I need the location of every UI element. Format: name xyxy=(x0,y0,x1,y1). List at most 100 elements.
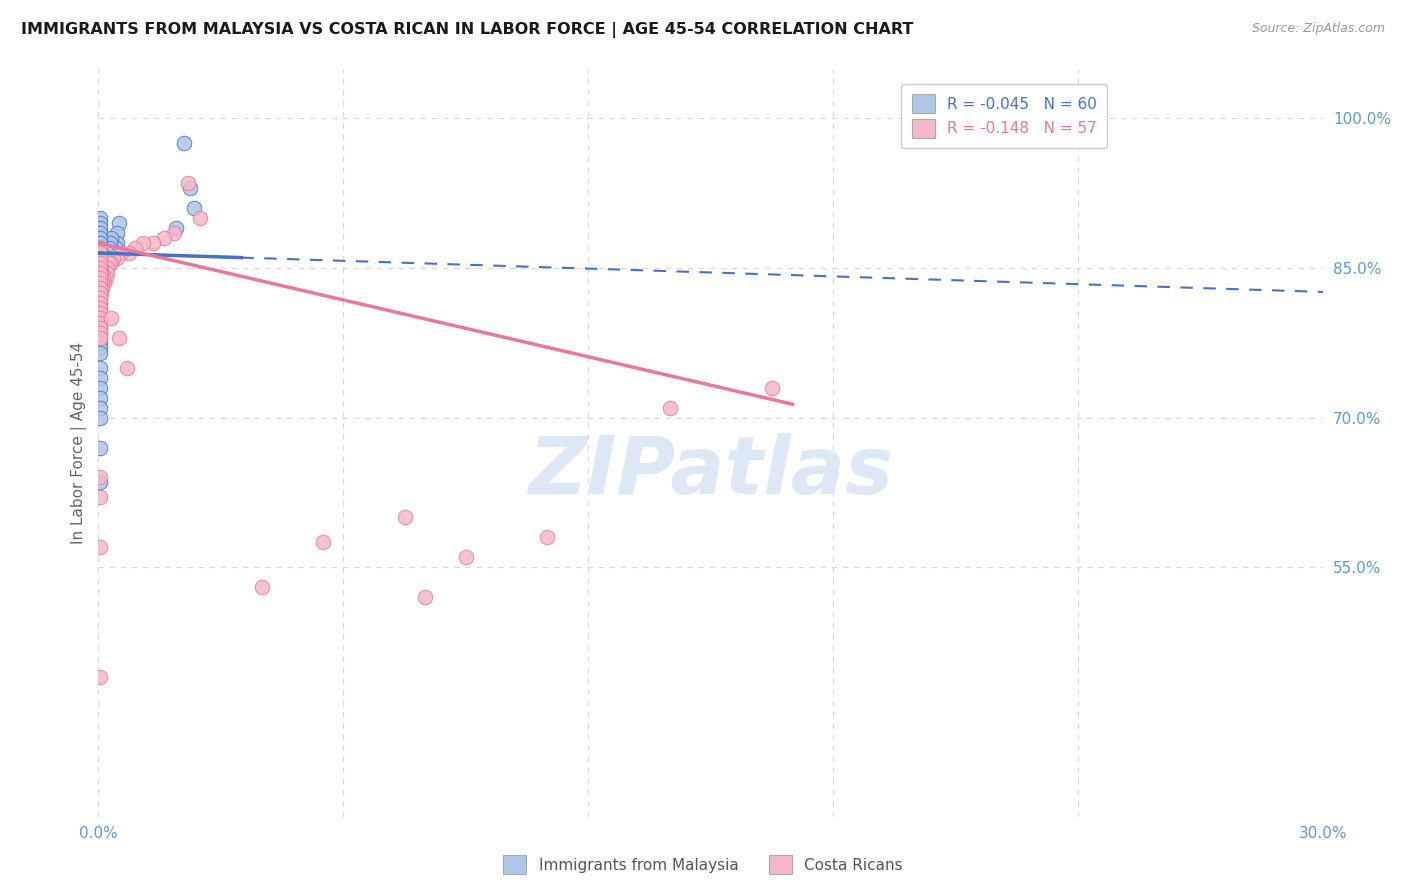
Point xyxy=(89,256,111,270)
Point xyxy=(89,281,111,295)
Point xyxy=(91,271,114,285)
Point xyxy=(659,401,682,415)
Point xyxy=(90,256,112,270)
Y-axis label: In Labor Force | Age 45-54: In Labor Force | Age 45-54 xyxy=(72,342,87,544)
Point xyxy=(89,360,111,375)
Point xyxy=(94,271,117,285)
Point xyxy=(124,241,146,255)
Text: IMMIGRANTS FROM MALAYSIA VS COSTA RICAN IN LABOR FORCE | AGE 45-54 CORRELATION C: IMMIGRANTS FROM MALAYSIA VS COSTA RICAN … xyxy=(21,22,914,38)
Point xyxy=(89,401,111,415)
Point xyxy=(89,310,111,325)
Text: ZIPatlas: ZIPatlas xyxy=(529,434,893,511)
Point xyxy=(93,260,115,275)
Point xyxy=(96,260,118,275)
Point xyxy=(89,256,111,270)
Point xyxy=(100,310,122,325)
Point xyxy=(89,285,111,300)
Point xyxy=(90,260,112,275)
Point xyxy=(183,201,205,215)
Point xyxy=(89,246,111,260)
Point xyxy=(89,260,111,275)
Point xyxy=(107,216,129,230)
Point xyxy=(312,535,335,549)
Legend: R = -0.045   N = 60, R = -0.148   N = 57: R = -0.045 N = 60, R = -0.148 N = 57 xyxy=(901,84,1108,148)
Point xyxy=(118,246,141,260)
Point xyxy=(107,331,129,345)
Point xyxy=(100,231,122,245)
Point xyxy=(142,236,165,251)
Point xyxy=(90,266,112,280)
Point xyxy=(89,316,111,330)
Point xyxy=(105,236,128,251)
Point xyxy=(89,346,111,360)
Point xyxy=(103,246,125,260)
Point xyxy=(89,271,111,285)
Point xyxy=(89,410,111,425)
Point xyxy=(413,590,436,604)
Point xyxy=(90,266,112,280)
Point xyxy=(91,271,114,285)
Point xyxy=(90,281,112,295)
Point xyxy=(90,285,112,300)
Point xyxy=(97,256,120,270)
Point xyxy=(89,381,111,395)
Point xyxy=(89,291,111,305)
Point xyxy=(89,326,111,340)
Point xyxy=(89,271,111,285)
Point xyxy=(89,291,111,305)
Point xyxy=(89,221,111,235)
Point xyxy=(89,316,111,330)
Point xyxy=(89,296,111,310)
Point xyxy=(152,231,174,245)
Point xyxy=(96,251,118,265)
Point xyxy=(89,301,111,315)
Point xyxy=(104,241,127,255)
Point xyxy=(761,381,783,395)
Point xyxy=(93,276,115,290)
Text: Source: ZipAtlas.com: Source: ZipAtlas.com xyxy=(1251,22,1385,36)
Point xyxy=(89,670,111,684)
Point xyxy=(177,176,200,190)
Point xyxy=(89,335,111,350)
Point xyxy=(90,271,112,285)
Point xyxy=(89,491,111,505)
Point xyxy=(89,281,111,295)
Point xyxy=(89,310,111,325)
Point xyxy=(89,241,111,255)
Point xyxy=(163,226,186,240)
Point xyxy=(98,236,121,251)
Point xyxy=(89,266,111,280)
Point xyxy=(536,530,558,544)
Point xyxy=(250,580,273,594)
Point xyxy=(173,136,195,151)
Point xyxy=(90,276,112,290)
Point xyxy=(89,541,111,555)
Point xyxy=(89,236,111,251)
Point xyxy=(90,260,112,275)
Point xyxy=(165,221,187,235)
Point xyxy=(89,276,111,290)
Point xyxy=(89,251,111,265)
Point xyxy=(115,360,138,375)
Point xyxy=(89,285,111,300)
Point xyxy=(190,211,212,226)
Point xyxy=(89,391,111,405)
Point xyxy=(91,276,114,290)
Point xyxy=(89,216,111,230)
Point xyxy=(179,181,201,195)
Point xyxy=(89,441,111,455)
Point xyxy=(89,260,111,275)
Point xyxy=(105,251,128,265)
Legend: Immigrants from Malaysia, Costa Ricans: Immigrants from Malaysia, Costa Ricans xyxy=(498,849,908,880)
Point xyxy=(89,331,111,345)
Point xyxy=(89,321,111,335)
Point xyxy=(89,331,111,345)
Point xyxy=(96,266,118,280)
Point xyxy=(89,241,111,255)
Point xyxy=(89,246,111,260)
Point xyxy=(89,301,111,315)
Point xyxy=(89,321,111,335)
Point xyxy=(394,510,416,524)
Point xyxy=(454,550,477,565)
Point xyxy=(105,226,128,240)
